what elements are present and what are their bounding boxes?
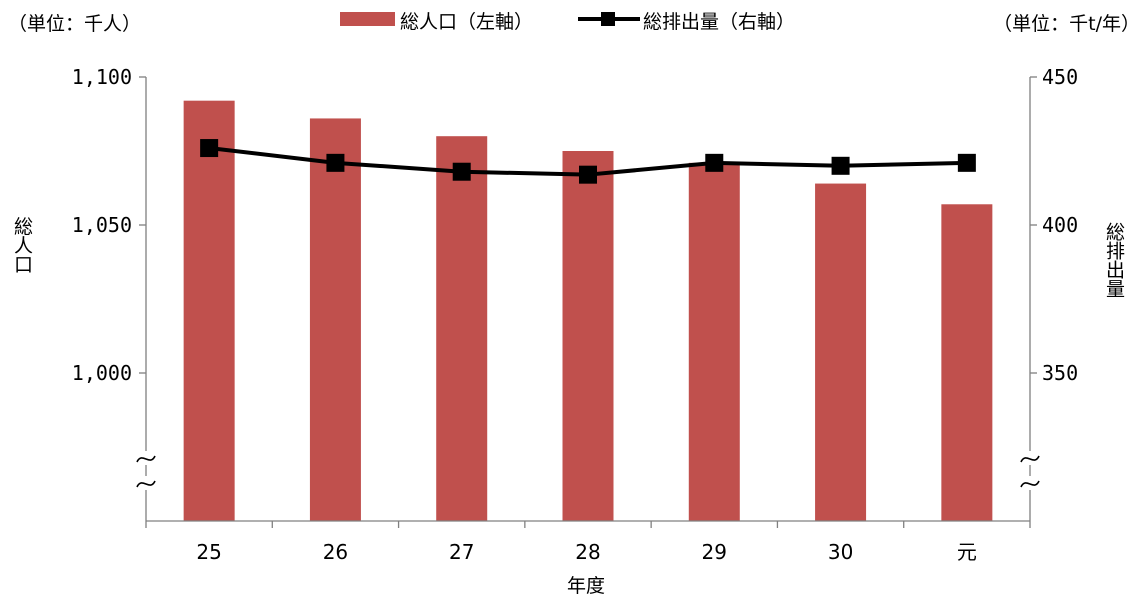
emissions-point-28	[579, 165, 597, 184]
legend-square-marker-icon	[601, 12, 615, 26]
x-tick-label: 元	[957, 540, 977, 564]
axis-break-mask	[136, 451, 156, 465]
left-tick-label: 1,050	[72, 213, 132, 237]
right-axis-break-icon	[1020, 480, 1040, 488]
x-axis-title: 年度	[567, 575, 605, 597]
bar-28	[562, 151, 614, 521]
left-tick-label: 1,100	[72, 65, 132, 89]
legend: 総人口（左軸） 総排出量（右軸）	[340, 11, 795, 33]
x-tick-label: 26	[323, 540, 348, 564]
bar-元	[941, 204, 993, 521]
right-axis-title: 総排出量	[1103, 222, 1125, 298]
legend-bar-swatch	[340, 12, 395, 26]
right-tick-label: 450	[1042, 65, 1078, 89]
bar-27	[436, 136, 488, 521]
emissions-point-26	[326, 153, 345, 172]
right-tick-label: 350	[1042, 361, 1078, 385]
bar-25	[183, 100, 235, 522]
x-tick-label: 25	[196, 540, 221, 564]
x-tick-label: 29	[702, 540, 727, 564]
right-axis-unit-label: （単位：千t/年）	[993, 13, 1140, 35]
axis-break-mask	[1020, 451, 1040, 465]
plot-area: 1,000 1,050 1,100 350 400 450 25 26 27 28 29 30 元	[72, 65, 1078, 564]
bar-29	[688, 162, 740, 521]
emissions-point-25	[200, 139, 219, 158]
axis-break-mask	[136, 476, 156, 490]
bar-30	[815, 183, 867, 521]
left-axis-break-icon	[136, 455, 156, 463]
emissions-point-27	[452, 162, 471, 181]
left-axis-break-icon	[136, 480, 156, 488]
axis-break-mask	[1020, 476, 1040, 490]
right-axis-break-icon	[1020, 455, 1040, 463]
left-axis-title: 総人口	[11, 216, 33, 273]
right-tick-label: 400	[1042, 213, 1078, 237]
left-axis-unit-label: （単位：千人）	[8, 13, 141, 35]
legend-label-emissions: 総排出量（右軸）	[643, 11, 795, 33]
x-tick-label: 30	[828, 540, 853, 564]
bar-26	[309, 118, 361, 521]
left-tick-label: 1,000	[72, 361, 132, 385]
emissions-point-元	[957, 153, 976, 172]
emissions-point-29	[705, 153, 724, 172]
legend-label-population: 総人口（左軸）	[400, 11, 533, 33]
x-tick-label: 27	[449, 540, 474, 564]
emissions-point-30	[831, 156, 850, 175]
x-tick-label: 28	[575, 540, 600, 564]
